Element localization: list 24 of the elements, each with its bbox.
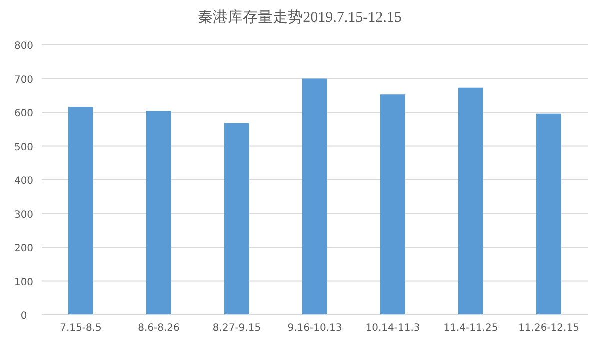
y-tick-label: 200	[14, 244, 34, 254]
y-tick-label: 300	[14, 210, 34, 221]
bar	[380, 94, 406, 315]
bar	[146, 111, 172, 315]
y-tick-label: 800	[14, 41, 34, 52]
bar	[68, 107, 94, 315]
chart-title: 秦港库存量走势2019.7.15-12.15	[198, 9, 402, 26]
x-tick-label: 9.16-10.13	[288, 323, 342, 334]
y-tick-label: 600	[14, 108, 34, 120]
y-tick-label: 500	[14, 142, 34, 154]
y-tick-label: 400	[14, 176, 34, 187]
x-tick-label: 11.26-12.15	[518, 323, 580, 334]
x-tick-label: 10.14-11.3	[366, 323, 420, 334]
x-tick-label: 8.27-9.15	[212, 323, 262, 334]
bar	[224, 123, 250, 315]
x-tick-label: 7.15-8.5	[60, 323, 102, 334]
y-tick-label: 0	[20, 311, 28, 322]
y-tick-label: 100	[14, 277, 34, 288]
y-tick-label: 700	[14, 74, 34, 86]
bar	[302, 78, 328, 315]
bar	[536, 114, 562, 315]
x-tick-label: 8.6-8.26	[138, 323, 180, 334]
bar	[458, 88, 484, 315]
x-tick-label: 11.4-11.25	[444, 323, 498, 334]
